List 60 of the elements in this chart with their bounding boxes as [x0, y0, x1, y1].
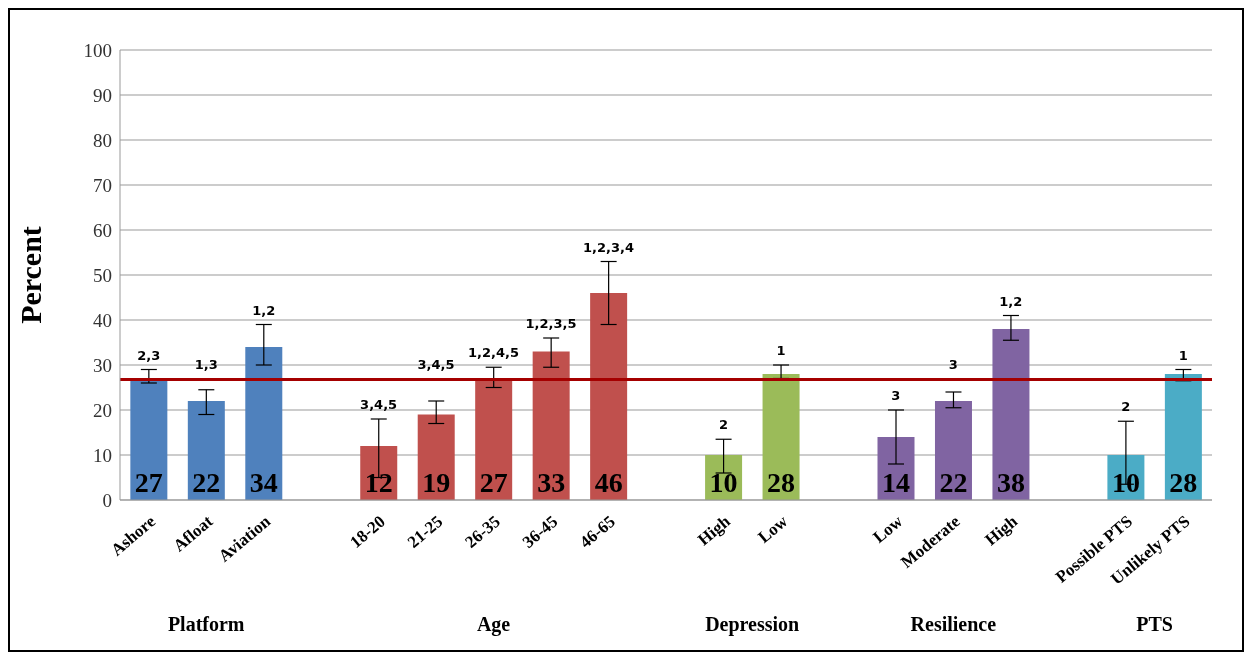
data-label: 27 [479, 467, 508, 498]
annotation: 2,3 [137, 347, 161, 363]
annotation: 2 [1120, 399, 1132, 416]
data-label: 34 [249, 467, 278, 498]
data-label: 14 [882, 467, 910, 498]
bar [934, 401, 972, 500]
bar [475, 378, 513, 500]
data-label: 33 [537, 467, 566, 498]
text: Age [475, 613, 512, 636]
bar [130, 378, 168, 500]
bar [992, 329, 1030, 500]
bar [187, 401, 225, 500]
text: Depression [704, 613, 801, 636]
annotation: 1,2,4,5 [467, 345, 521, 362]
data-label: 10 [709, 467, 738, 498]
text: Platform [166, 613, 246, 636]
y-tick-label: 40 [93, 309, 112, 331]
annotation: 1 [1177, 347, 1189, 364]
bar [1164, 374, 1202, 500]
y-tick-label: 100 [83, 39, 112, 61]
data-label: 27 [134, 467, 163, 498]
bar [762, 374, 800, 500]
y-tick-label: 20 [93, 399, 112, 421]
bar [590, 293, 628, 500]
annotation: 2 [717, 417, 729, 434]
x-tick-label: High [981, 511, 1022, 550]
x-tick-label: Low [754, 511, 792, 547]
y-tick-label: 50 [93, 264, 112, 286]
x-tick-label: High [694, 511, 735, 550]
y-tick-label: 60 [93, 219, 112, 241]
bar [245, 347, 283, 500]
annotation: 1,3 [193, 357, 219, 374]
annotation: 1,2,3,5 [524, 316, 578, 332]
data-label: 19 [422, 467, 451, 498]
data-label: 46 [594, 467, 623, 498]
y-tick-label: 10 [93, 444, 112, 466]
x-tick-label: Low [869, 511, 907, 547]
annotation: 1,2,3,4 [582, 239, 635, 256]
y-tick-label: 70 [93, 174, 112, 196]
y-axis-title: Percent [13, 226, 47, 324]
data-label: 22 [939, 467, 968, 498]
text: PTS [1135, 613, 1174, 636]
annotation: 3 [947, 357, 959, 374]
annotation: 3,4,5 [359, 397, 399, 413]
bar [532, 351, 570, 500]
bar [417, 414, 455, 500]
annotation: 1,2 [998, 293, 1024, 310]
data-label: 38 [996, 467, 1025, 498]
y-tick-label: 80 [93, 129, 112, 151]
annotation: 3,4,5 [417, 357, 455, 373]
annotation: 3 [890, 388, 902, 404]
data-label: 28 [767, 467, 796, 498]
data-label: 22 [192, 467, 221, 498]
text: Resilience [909, 613, 998, 636]
y-tick-label: 0 [102, 489, 112, 511]
annotation: 1 [775, 343, 787, 359]
y-tick-label: 90 [93, 84, 112, 106]
y-tick-label: 30 [93, 354, 112, 376]
data-label: 28 [1169, 467, 1198, 498]
annotation: 1,2 [251, 302, 277, 319]
